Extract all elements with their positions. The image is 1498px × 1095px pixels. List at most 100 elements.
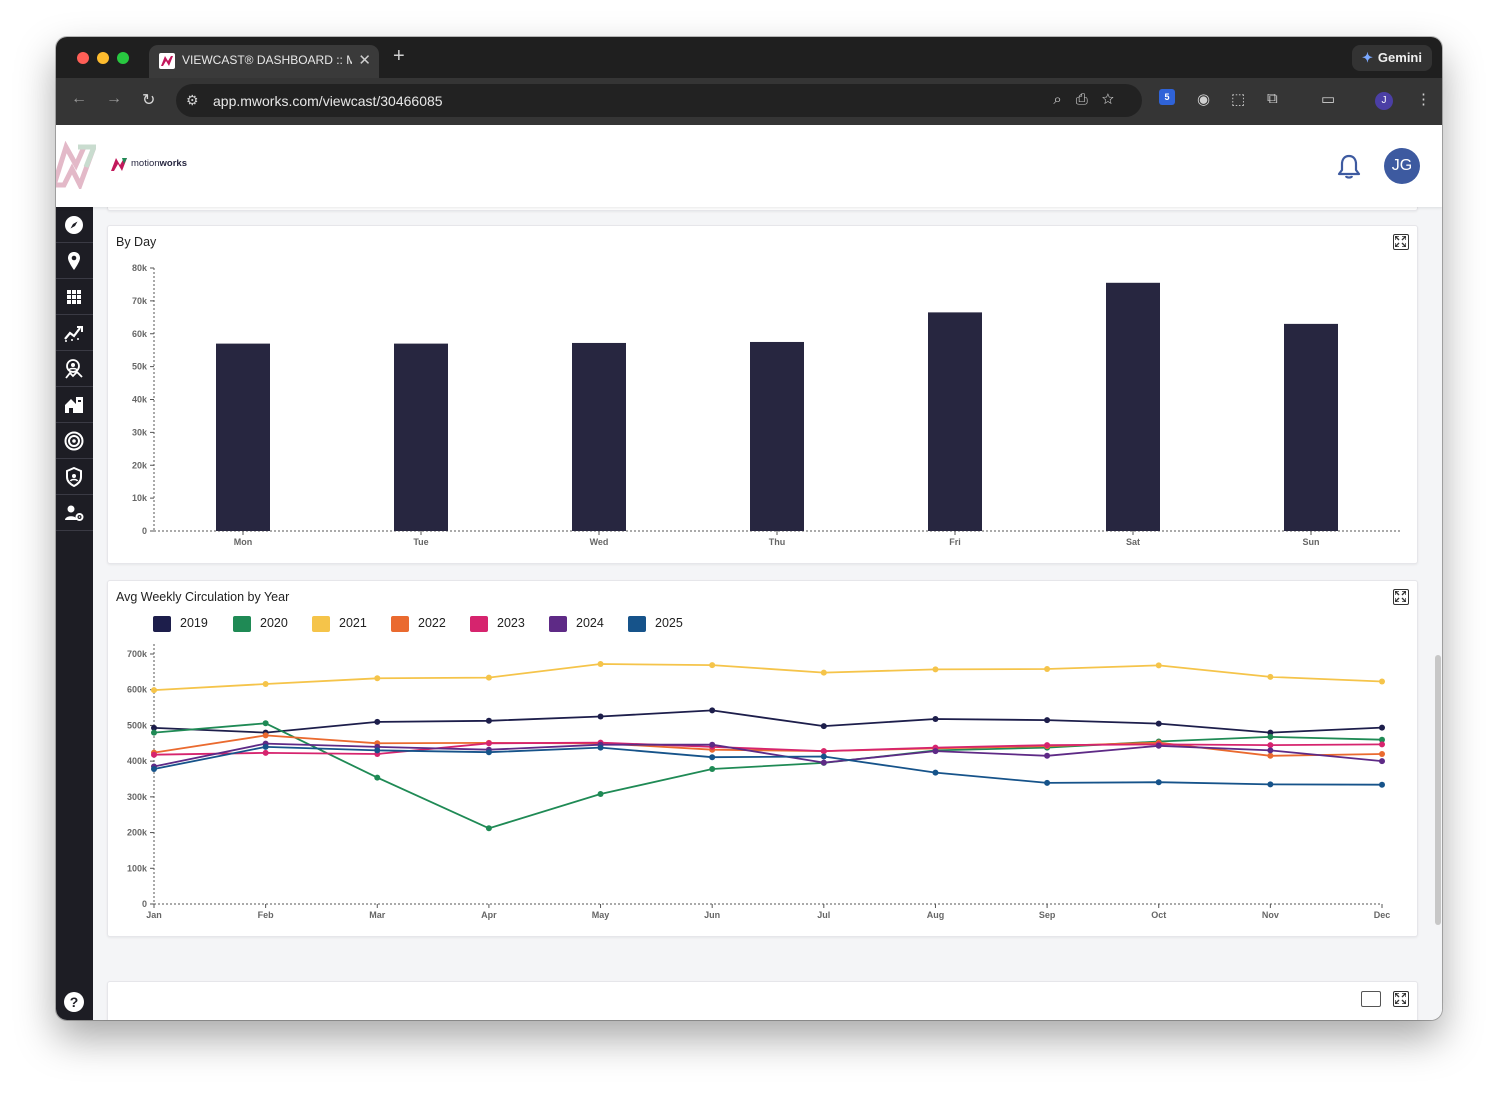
browser-tab[interactable]: VIEWCAST® DASHBOARD :: M ✕ [149,45,379,78]
legend-swatch [549,616,567,632]
series-line-2020 [153,722,1383,830]
x-tick-label: Feb [258,910,275,920]
point-2021-aug [932,666,939,673]
y-tick-label: 400k [127,756,148,766]
weekly-line-chart: 0 100k 200k 300k 400k 500k 600k 700k Jan Feb Mar Ap… [127,644,1390,920]
expand-icon[interactable] [1393,234,1409,250]
brand-mark-icon [111,158,127,171]
point-2025-oct [1155,779,1162,786]
address-bar[interactable]: ⚙ app.mworks.com/viewcast/30466085 ⌕⎙☆ [176,84,1142,117]
point-2019-may [597,713,604,720]
point-2023-jan [151,751,157,758]
x-tick-label: Jan [146,910,162,920]
forward-arrow-icon[interactable]: → [106,90,122,107]
legend-swatch [312,616,330,632]
screenshot-extension-icon[interactable]: ⬚ [1231,91,1246,108]
point-2019-jan [151,724,157,731]
sidebar-item-security[interactable] [56,459,93,495]
x-tick-label: Jun [704,910,720,920]
notifications-bell-icon[interactable] [1337,154,1361,180]
omnibox-actions: ⌕⎙☆ [1053,91,1128,108]
new-tab-icon[interactable]: + [393,45,405,67]
series-line-2021 [153,663,1383,691]
point-2025-feb [262,743,269,750]
url-text[interactable]: app.mworks.com/viewcast/30466085 [213,93,443,109]
minimize-window-button[interactable] [97,52,109,64]
site-settings-icon[interactable]: ⚙ [186,92,199,108]
data-table-card [107,981,1418,1020]
point-2023-feb [262,749,269,756]
user-settings-icon [65,505,84,521]
point-2021-apr [485,674,492,681]
sidebar-item-locations[interactable] [56,243,93,279]
x-tick-label: Thu [769,537,786,547]
point-2021-sep [1044,666,1051,672]
sidebar-item-trends[interactable] [56,315,93,351]
bar-thu [750,341,804,531]
point-2019-dec [1379,724,1385,731]
help-button[interactable]: ? [64,992,84,1012]
point-2025-jun [709,754,716,761]
x-tick-label: Sat [1126,537,1140,547]
point-2023-jul [820,748,827,755]
point-2020-feb [262,720,269,727]
expand-icon[interactable] [1393,991,1409,1007]
point-2020-may [597,791,604,797]
reload-icon[interactable]: ↻ [142,92,156,109]
extension-badge[interactable]: 5 [1159,89,1175,105]
point-2020-jan [151,729,157,736]
table-view-icon[interactable] [1361,991,1381,1007]
sidebar-item-targeting[interactable] [56,423,93,459]
gemini-button[interactable]: ✦ Gemini [1352,45,1432,71]
browser-menu-icon[interactable]: ⋮ [1416,91,1431,108]
point-2022-feb [262,732,269,739]
point-2021-jun [709,662,716,669]
sidebar-item-audience[interactable] [56,351,93,387]
x-tick-label: Mar [369,910,386,920]
bookmark-star-icon[interactable]: ☆ [1101,91,1128,108]
legend-swatch [233,616,251,632]
x-tick-label: Mon [234,537,253,547]
point-2019-sep [1044,717,1051,724]
legend-swatch [628,616,646,632]
x-tick-label: Aug [927,910,945,920]
zoom-icon[interactable]: ⌕ [1053,91,1076,108]
gemini-sparkle-icon: ✦ [1362,50,1373,65]
x-tick-label: Jul [817,910,830,920]
point-2020-mar [374,774,381,781]
tab-search-icon[interactable]: ▭ [1321,91,1336,108]
user-avatar[interactable]: JG [1384,148,1420,184]
point-2021-oct [1155,662,1162,669]
extensions-puzzle-icon[interactable]: ⧉ [1267,90,1278,107]
browser-profile-avatar[interactable]: J [1375,92,1393,110]
audience-icon [65,359,83,379]
tab-close-icon[interactable]: ✕ [358,52,371,69]
install-app-icon[interactable]: ⎙ [1075,91,1102,108]
sidebar-item-explore[interactable] [56,207,93,243]
sidebar-item-places[interactable] [56,387,93,423]
series-line-2019 [153,709,1383,734]
sidebar-item-user-settings[interactable] [56,495,93,531]
maximize-window-button[interactable] [117,52,129,64]
point-2025-dec [1379,781,1385,788]
page-scrollbar[interactable] [1435,655,1441,925]
browser-window: VIEWCAST® DASHBOARD :: M ✕ + ✦ Gemini ← →… [56,37,1442,1020]
x-tick-label: May [592,910,610,920]
series-line-2025 [153,745,1383,786]
point-2025-jul [820,753,827,760]
expand-icon[interactable] [1393,589,1409,605]
weekly-circulation-title: Avg Weekly Circulation by Year [116,590,290,604]
bar-wed [572,342,626,531]
grammarly-extension-icon[interactable]: ◉ [1197,91,1211,108]
target-icon [64,431,84,451]
legend-swatch [391,616,409,632]
x-tick-label: Sun [1303,537,1320,547]
sidebar-item-grid[interactable] [56,279,93,315]
brand-logo[interactable]: motionworks [109,155,187,175]
y-tick-label: 70k [132,296,148,306]
back-arrow-icon[interactable]: ← [71,90,87,107]
grid-icon [67,290,81,304]
y-tick-label: 700k [127,649,148,659]
close-window-button[interactable] [77,52,89,64]
tab-title: VIEWCAST® DASHBOARD :: M [182,53,352,67]
